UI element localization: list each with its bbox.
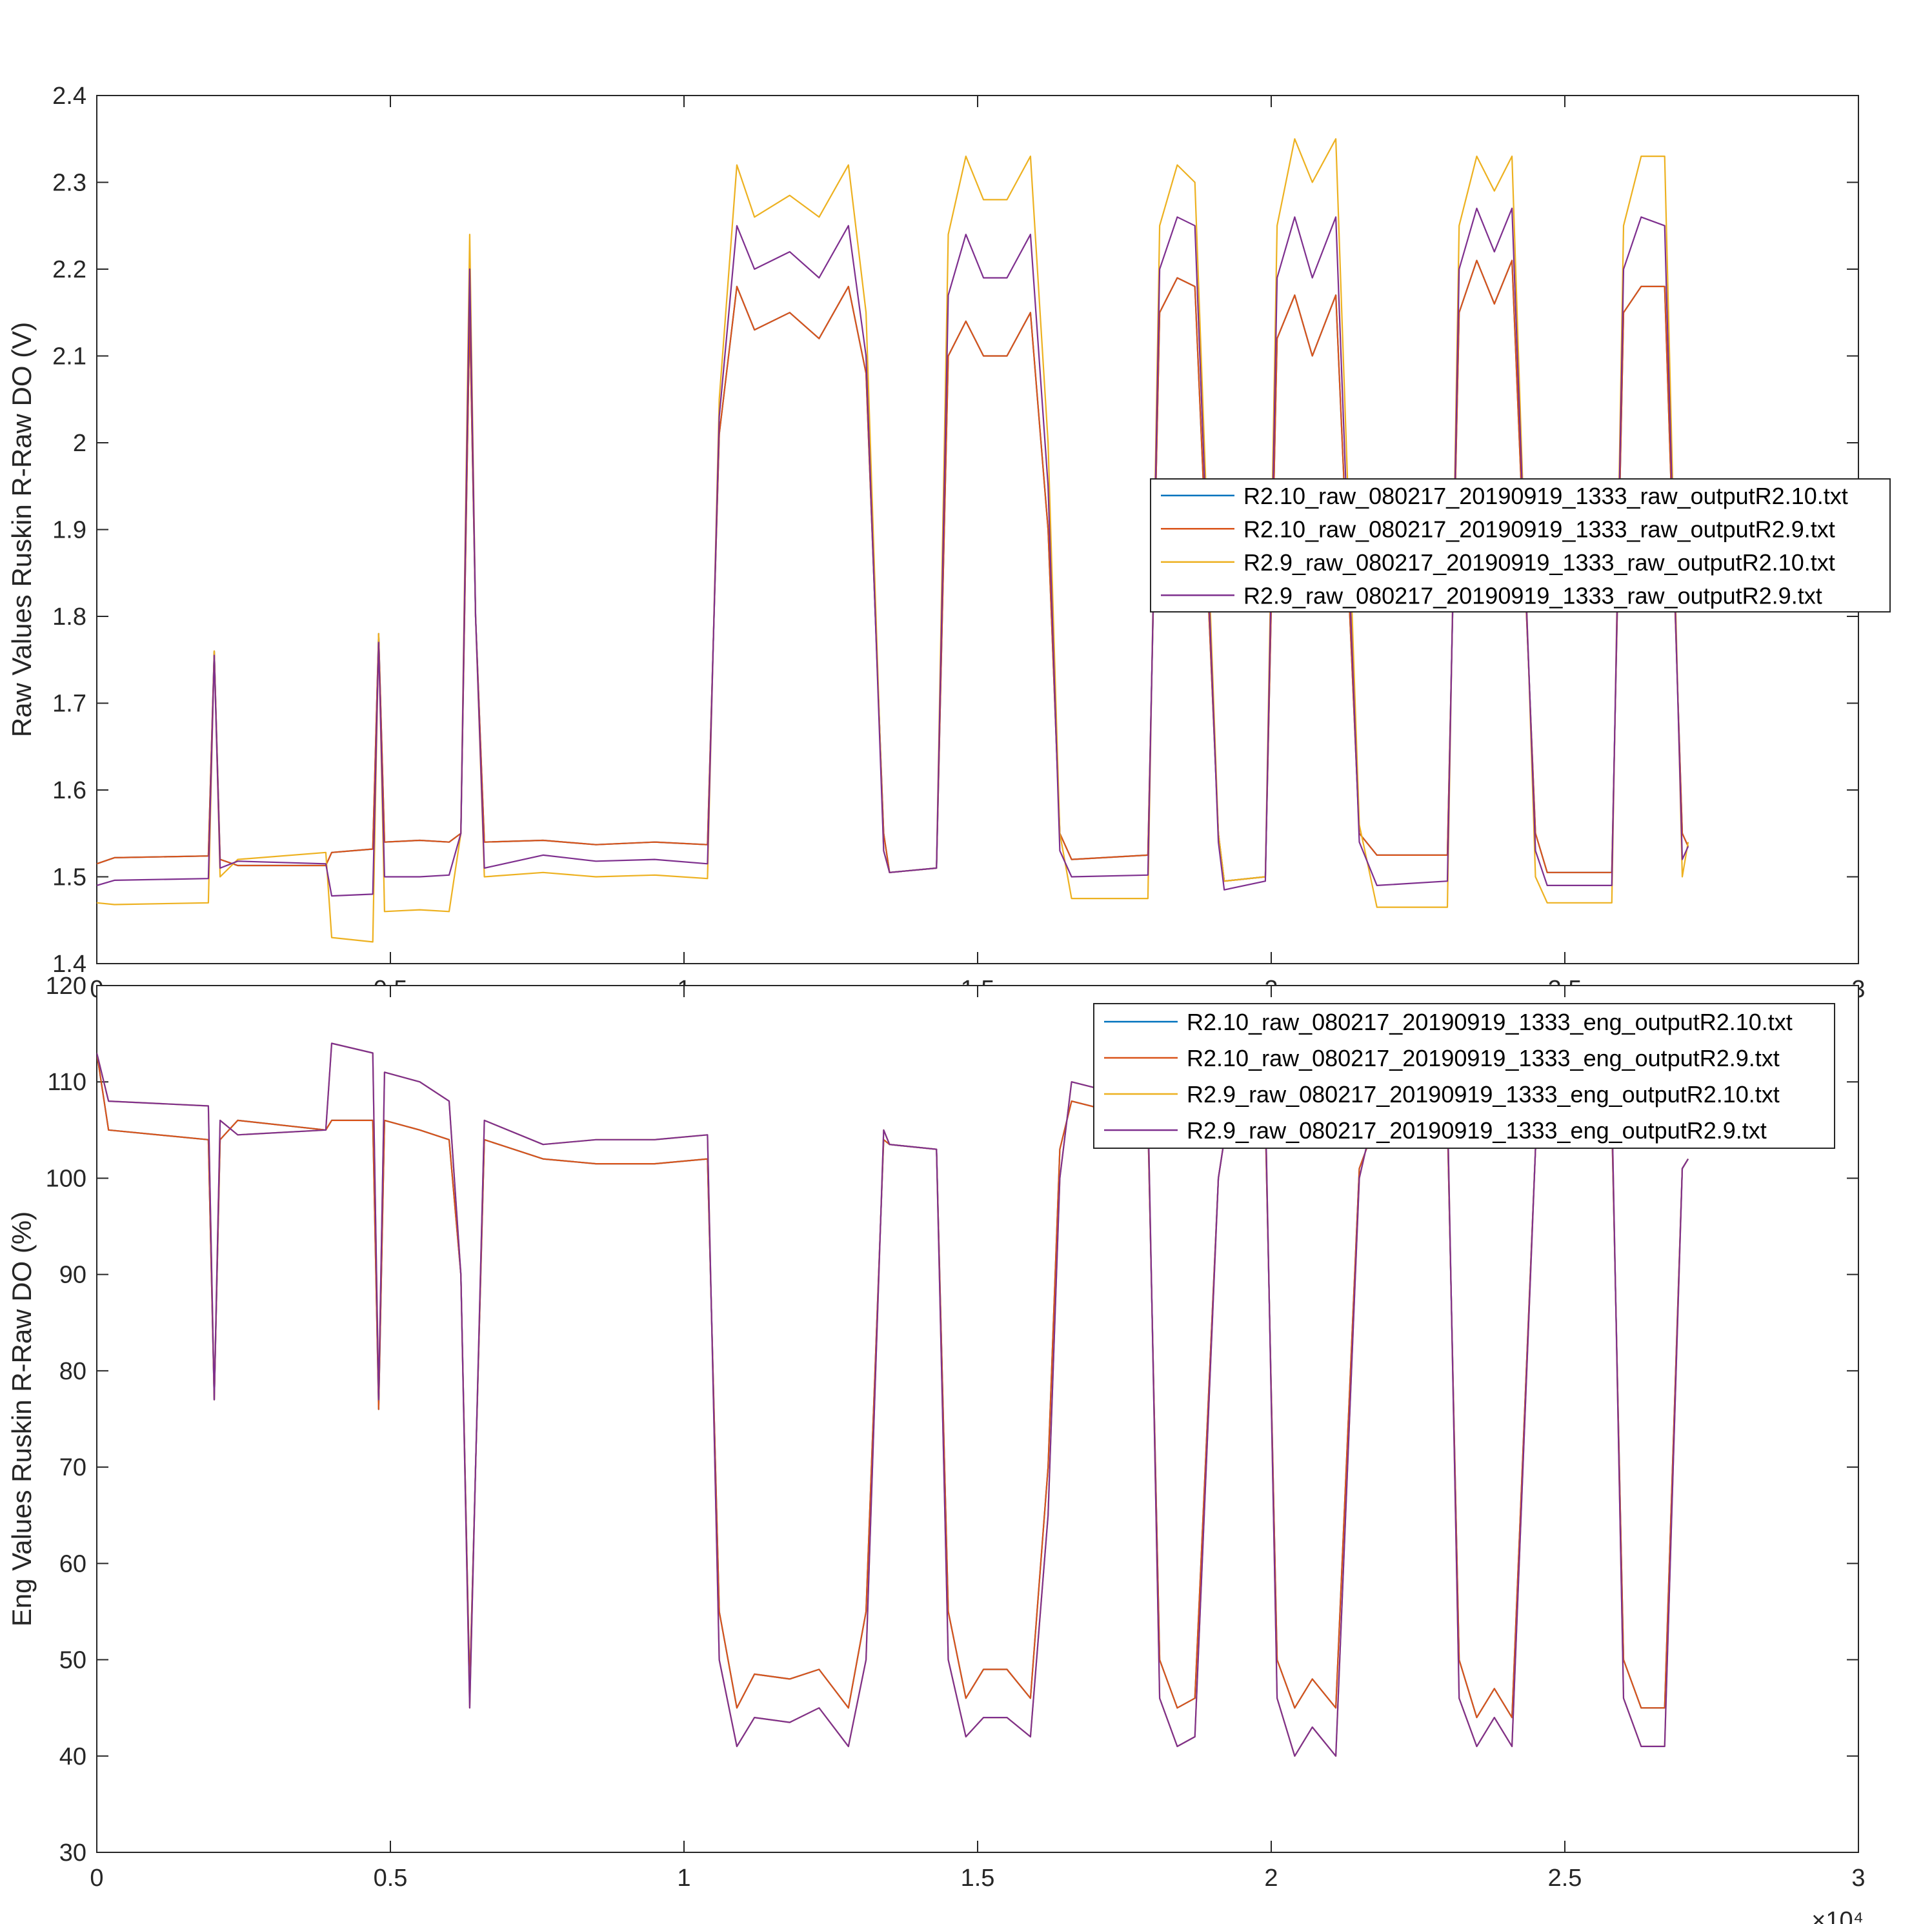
y-tick-label: 90 [59, 1262, 86, 1289]
y-tick-label: 2 [73, 430, 86, 457]
legend-entry: R2.9_raw_080217_20190919_1333_eng_output… [1187, 1081, 1780, 1108]
legend-entry: R2.10_raw_080217_20190919_1333_raw_outpu… [1243, 483, 1848, 509]
x-axis-exponent: ×10⁴ [1811, 1907, 1864, 1924]
legend-entry: R2.9_raw_080217_20190919_1333_eng_output… [1187, 1117, 1767, 1144]
y-tick-label: 1.9 [52, 517, 86, 544]
y-tick-label: 50 [59, 1647, 86, 1674]
legend-entry: R2.10_raw_080217_20190919_1333_eng_outpu… [1187, 1009, 1793, 1035]
y-tick-label: 1.4 [52, 951, 86, 978]
legend-box [1093, 1003, 1835, 1149]
y-tick-label: 120 [46, 973, 86, 1000]
x-tick-label: 2.5 [1548, 1865, 1582, 1892]
series-line-2 [97, 1053, 1689, 1719]
y-tick-label: 2.4 [52, 83, 86, 110]
y-tick-label: 110 [47, 1069, 86, 1096]
bottom-eng-values-plot: 0 0.5 1 1.5 2 2.5 3 30 40 50 60 70 80 90 100 110 120 Eng … [6, 973, 1866, 1924]
series-line-3 [97, 138, 1689, 943]
y-tick-label: 1.8 [52, 603, 86, 631]
x-tick-label: 1.5 [961, 1865, 995, 1892]
y-tick-label: 2.1 [52, 343, 86, 370]
series-group [97, 1042, 1689, 1757]
y-tick-label: 80 [59, 1358, 86, 1385]
y-tick-label: 2.2 [52, 256, 86, 283]
legend-entry: R2.10_raw_080217_20190919_1333_eng_outpu… [1187, 1045, 1780, 1071]
y-tick-label: 70 [59, 1454, 86, 1481]
x-tick-label: 1 [677, 1865, 690, 1892]
y-tick-label: 1.7 [52, 691, 86, 718]
y-tick-label: 30 [59, 1839, 86, 1867]
x-tick-label: 0 [90, 1865, 103, 1892]
y-tick-label: 40 [59, 1743, 86, 1770]
x-tick-label: 3 [1851, 1865, 1865, 1892]
y-tick-label: 2.3 [52, 170, 86, 197]
legend: R2.10_raw_080217_20190919_1333_raw_outpu… [1150, 478, 1891, 613]
y-tick-label: 1.5 [52, 864, 86, 891]
series-line-2 [97, 259, 1689, 882]
legend: R2.10_raw_080217_20190919_1333_eng_outpu… [1093, 1003, 1835, 1149]
legend-entry: R2.10_raw_080217_20190919_1333_raw_outpu… [1243, 516, 1835, 542]
y-axis-title: Raw Values Ruskin R-Raw DO (V) [6, 322, 37, 737]
x-tick-label: 0.5 [374, 1865, 408, 1892]
series-line-4 [97, 207, 1689, 897]
series-group [97, 138, 1689, 943]
y-tick-label: 60 [59, 1550, 86, 1577]
x-tick-label: 2 [1264, 1865, 1278, 1892]
legend-entry: R2.9_raw_080217_20190919_1333_raw_output… [1243, 549, 1835, 576]
y-tick-label: 100 [46, 1165, 86, 1192]
y-axis-title: Eng Values Ruskin R-Raw DO (%) [6, 1211, 37, 1626]
y-tick-label: 1.6 [52, 777, 86, 804]
legend-box [1150, 478, 1891, 613]
legend-entry: R2.9_raw_080217_20190919_1333_raw_output… [1243, 582, 1822, 609]
top-raw-values-plot: 00.511.522.531.41.51.61.71.81.922.12.22.… [6, 83, 1891, 1003]
series-line-4 [97, 1042, 1689, 1757]
